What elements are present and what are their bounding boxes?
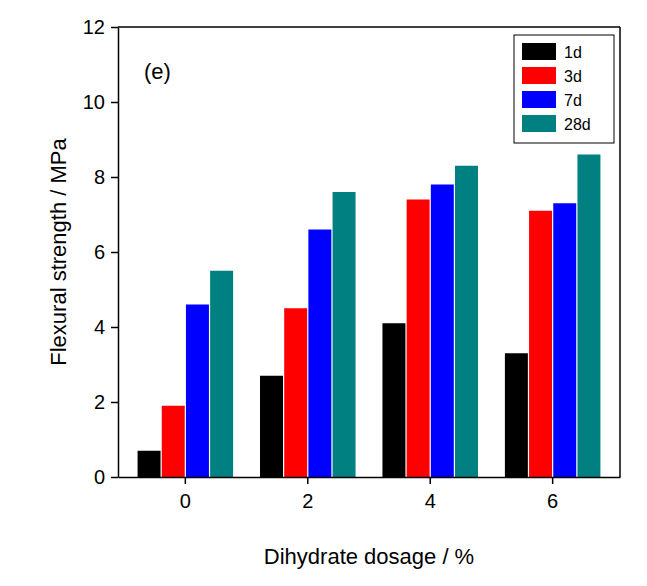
- bar-series: [210, 155, 600, 478]
- y-tick: 8: [94, 166, 118, 188]
- y-tick-label: 10: [83, 91, 105, 113]
- legend-item: 28d: [522, 115, 591, 133]
- bar: [308, 230, 331, 478]
- y-tick-label: 0: [94, 466, 105, 488]
- legend: 1d 3d 7d 28d: [514, 35, 614, 143]
- bar: [407, 200, 430, 478]
- legend-box: [514, 35, 614, 143]
- legend-label: 3d: [564, 68, 582, 85]
- legend-swatch: [522, 91, 556, 108]
- frame: [118, 26, 620, 28]
- legend-label: 7d: [564, 92, 582, 109]
- x-tick-mark: [307, 477, 309, 484]
- legend-label: 1d: [564, 44, 582, 61]
- y-axis: 0 2 4 6 8 10 12: [83, 16, 119, 488]
- bar: [529, 211, 552, 477]
- y-tick-mark: [111, 477, 118, 479]
- y-tick-mark: [111, 402, 118, 404]
- x-tick-label: 4: [425, 490, 436, 512]
- legend-item: 1d: [522, 43, 582, 61]
- y-tick-mark: [111, 27, 118, 29]
- y-tick-mark: [111, 177, 118, 179]
- x-axis-line: [119, 477, 621, 479]
- x-tick: 6: [547, 477, 558, 512]
- bar: [186, 305, 209, 478]
- bar-series: [162, 200, 552, 478]
- y-tick-mark: [111, 102, 118, 104]
- x-tick-label: 0: [180, 490, 191, 512]
- x-tick-label: 2: [302, 490, 313, 512]
- chart: 0 2 4 6 8 10 12 0 2 4 6 (e) 1d 3d 7d 28d Dihydrate dosag…: [0, 0, 647, 586]
- legend-label: 28d: [564, 116, 591, 133]
- x-tick: 0: [180, 477, 191, 512]
- bar: [505, 353, 528, 477]
- y-tick-label: 4: [94, 316, 105, 338]
- y-tick: 4: [94, 316, 118, 338]
- bar: [162, 406, 185, 477]
- bars: [138, 155, 601, 478]
- legend-swatch: [522, 115, 556, 132]
- y-tick: 10: [83, 91, 118, 113]
- frame: [619, 27, 621, 477]
- legend-item: 7d: [522, 91, 582, 109]
- legend-swatch: [522, 43, 556, 60]
- annotation: (e): [144, 59, 171, 84]
- bar-series: [186, 185, 576, 478]
- y-tick-label: 8: [94, 166, 105, 188]
- bar: [577, 155, 600, 478]
- x-tick: 4: [425, 477, 436, 512]
- x-tick-mark: [552, 477, 554, 484]
- y-axis-title: Flexural strength / MPa: [46, 138, 71, 366]
- x-tick-mark: [429, 477, 431, 484]
- legend-swatch: [522, 67, 556, 84]
- x-tick: 2: [302, 477, 313, 512]
- bar: [138, 451, 161, 477]
- bar: [431, 185, 454, 478]
- bar: [455, 166, 478, 477]
- y-tick: 2: [94, 391, 118, 413]
- y-tick-label: 2: [94, 391, 105, 413]
- legend-item: 3d: [522, 67, 582, 85]
- bar: [284, 308, 307, 477]
- bar: [553, 203, 576, 477]
- y-tick-mark: [111, 327, 118, 329]
- y-tick: 6: [94, 241, 118, 263]
- bar: [382, 323, 405, 477]
- y-tick-label: 6: [94, 241, 105, 263]
- x-tick-mark: [185, 477, 187, 484]
- y-tick: 0: [94, 466, 118, 488]
- plot: 0 2 4 6 8 10 12 0 2 4 6 (e) 1d 3d 7d 28d: [83, 16, 621, 512]
- x-axis: 0 2 4 6: [119, 477, 621, 512]
- x-tick-label: 6: [547, 490, 558, 512]
- bar: [260, 376, 283, 477]
- bar: [210, 271, 233, 477]
- y-tick: 12: [83, 16, 118, 38]
- y-tick-mark: [111, 252, 118, 254]
- bar: [333, 192, 356, 477]
- x-axis-title: Dihydrate dosage / %: [264, 544, 474, 569]
- y-tick-label: 12: [83, 16, 105, 38]
